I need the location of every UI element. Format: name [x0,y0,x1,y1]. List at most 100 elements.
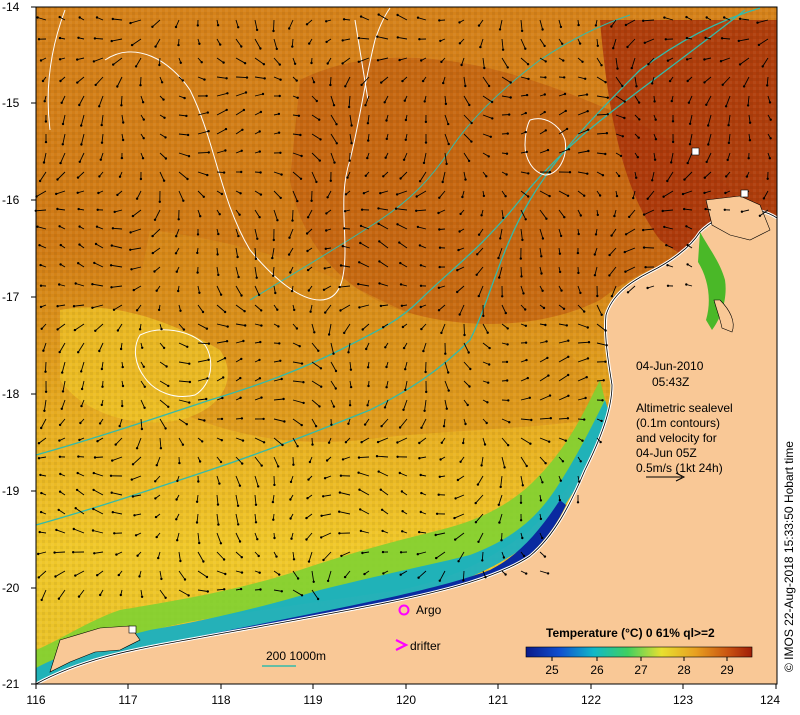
velocity-arrowhead [577,252,579,254]
velocity-arrowhead [62,390,64,392]
velocity-arrowhead [720,60,722,62]
velocity-arrowhead [110,475,112,477]
velocity-arrowhead [241,129,243,131]
velocity-arrowhead [382,572,384,574]
velocity-arrowhead [506,153,508,155]
velocity-arrowhead [559,253,561,255]
velocity-arrowhead [520,519,522,521]
velocity-arrowhead [240,588,242,590]
velocity-arrowhead [207,359,209,361]
velocity-arrowhead [188,401,190,403]
velocity-arrowhead [358,37,360,39]
velocity-arrowhead [525,572,527,574]
velocity-arrow [121,96,122,105]
velocity-arrowhead [177,290,179,292]
velocity-arrowhead [420,511,422,513]
velocity-arrowhead [419,244,421,246]
velocity-arrowhead [475,502,477,504]
velocity-arrowhead [580,460,582,462]
velocity-arrowhead [142,157,144,159]
velocity-arrowhead [56,208,58,210]
velocity-arrowhead [338,532,340,534]
velocity-arrowhead [240,45,242,47]
velocity-arrowhead [510,96,512,98]
velocity-arrowhead [488,85,490,87]
velocity-arrowhead [637,156,639,158]
velocity-arrowhead [526,465,528,467]
velocity-arrowhead [540,499,542,501]
velocity-arrowhead [458,230,460,232]
velocity-arrowhead [221,418,223,420]
velocity-arrowhead [273,537,275,539]
velocity-arrowhead [525,359,527,361]
velocity-arrowhead [40,427,42,429]
velocity-arrowhead [136,198,138,200]
velocity-arrowhead [163,180,165,182]
velocity-arrowhead [626,46,628,48]
velocity-arrowhead [278,342,280,344]
velocity-arrowhead [359,508,361,510]
velocity-arrowhead [132,463,134,465]
velocity-arrowhead [491,101,493,103]
velocity-arrowhead [92,489,94,491]
velocity-arrowhead [507,132,509,134]
velocity-arrowhead [396,441,398,443]
velocity-arrowhead [78,208,80,210]
velocity-arrowhead [279,63,281,65]
velocity-arrowhead [208,151,210,153]
velocity-arrowhead [566,324,568,326]
velocity-arrowhead [323,289,325,291]
velocity-arrowhead [328,442,330,444]
velocity-arrow [95,38,103,39]
velocity-arrowhead [258,359,260,361]
velocity-arrowhead [264,77,266,79]
velocity-arrowhead [594,253,596,255]
velocity-arrowhead [183,97,185,99]
velocity-arrowhead [38,576,40,578]
velocity-arrowhead [739,63,741,65]
velocity-arrowhead [439,40,441,42]
velocity-arrowhead [72,551,74,553]
velocity-arrowhead [186,423,188,425]
velocity-arrowhead [291,45,293,47]
velocity-arrowhead [258,294,260,296]
velocity-arrowhead [133,514,135,516]
velocity-arrowhead [182,79,184,81]
velocity-arrowhead [584,397,586,399]
velocity-arrowhead [425,391,427,393]
velocity-arrowhead [260,111,262,113]
velocity-arrowhead [339,309,341,311]
velocity-arrowhead [308,289,310,291]
velocity-arrowhead [208,343,210,345]
velocity-arrowhead [749,139,751,141]
velocity-arrowhead [545,129,547,131]
velocity-arrowhead [424,371,426,373]
velocity-arrowhead [256,277,258,279]
velocity-arrowhead [308,560,310,562]
velocity-arrowhead [259,150,261,152]
velocity-arrowhead [418,531,420,533]
velocity-arrowhead [612,47,614,49]
velocity-arrowhead [340,555,342,557]
velocity-arrowhead [298,115,300,117]
velocity-arrowhead [184,578,186,580]
velocity-arrowhead [527,172,529,174]
velocity-arrowhead [118,574,120,576]
velocity-arrowhead [438,309,440,311]
velocity-arrowhead [307,269,309,271]
velocity-arrowhead [468,385,470,387]
velocity-arrowhead [60,244,62,246]
velocity-arrowhead [672,141,674,143]
velocity-arrowhead [738,40,740,42]
velocity-arrowhead [93,552,95,554]
velocity-arrowhead [762,65,764,67]
velocity-arrowhead [503,466,505,468]
velocity-arrowhead [219,43,221,45]
velocity-arrowhead [272,275,274,277]
velocity-arrowhead [686,58,688,60]
velocity-arrowhead [563,308,565,310]
velocity-arrowhead [385,157,387,159]
y-axis: -14 -15 -16 -17 -18 -19 -20 -21 [2,0,36,691]
velocity-arrowhead [624,271,626,273]
velocity-arrowhead [577,501,579,503]
